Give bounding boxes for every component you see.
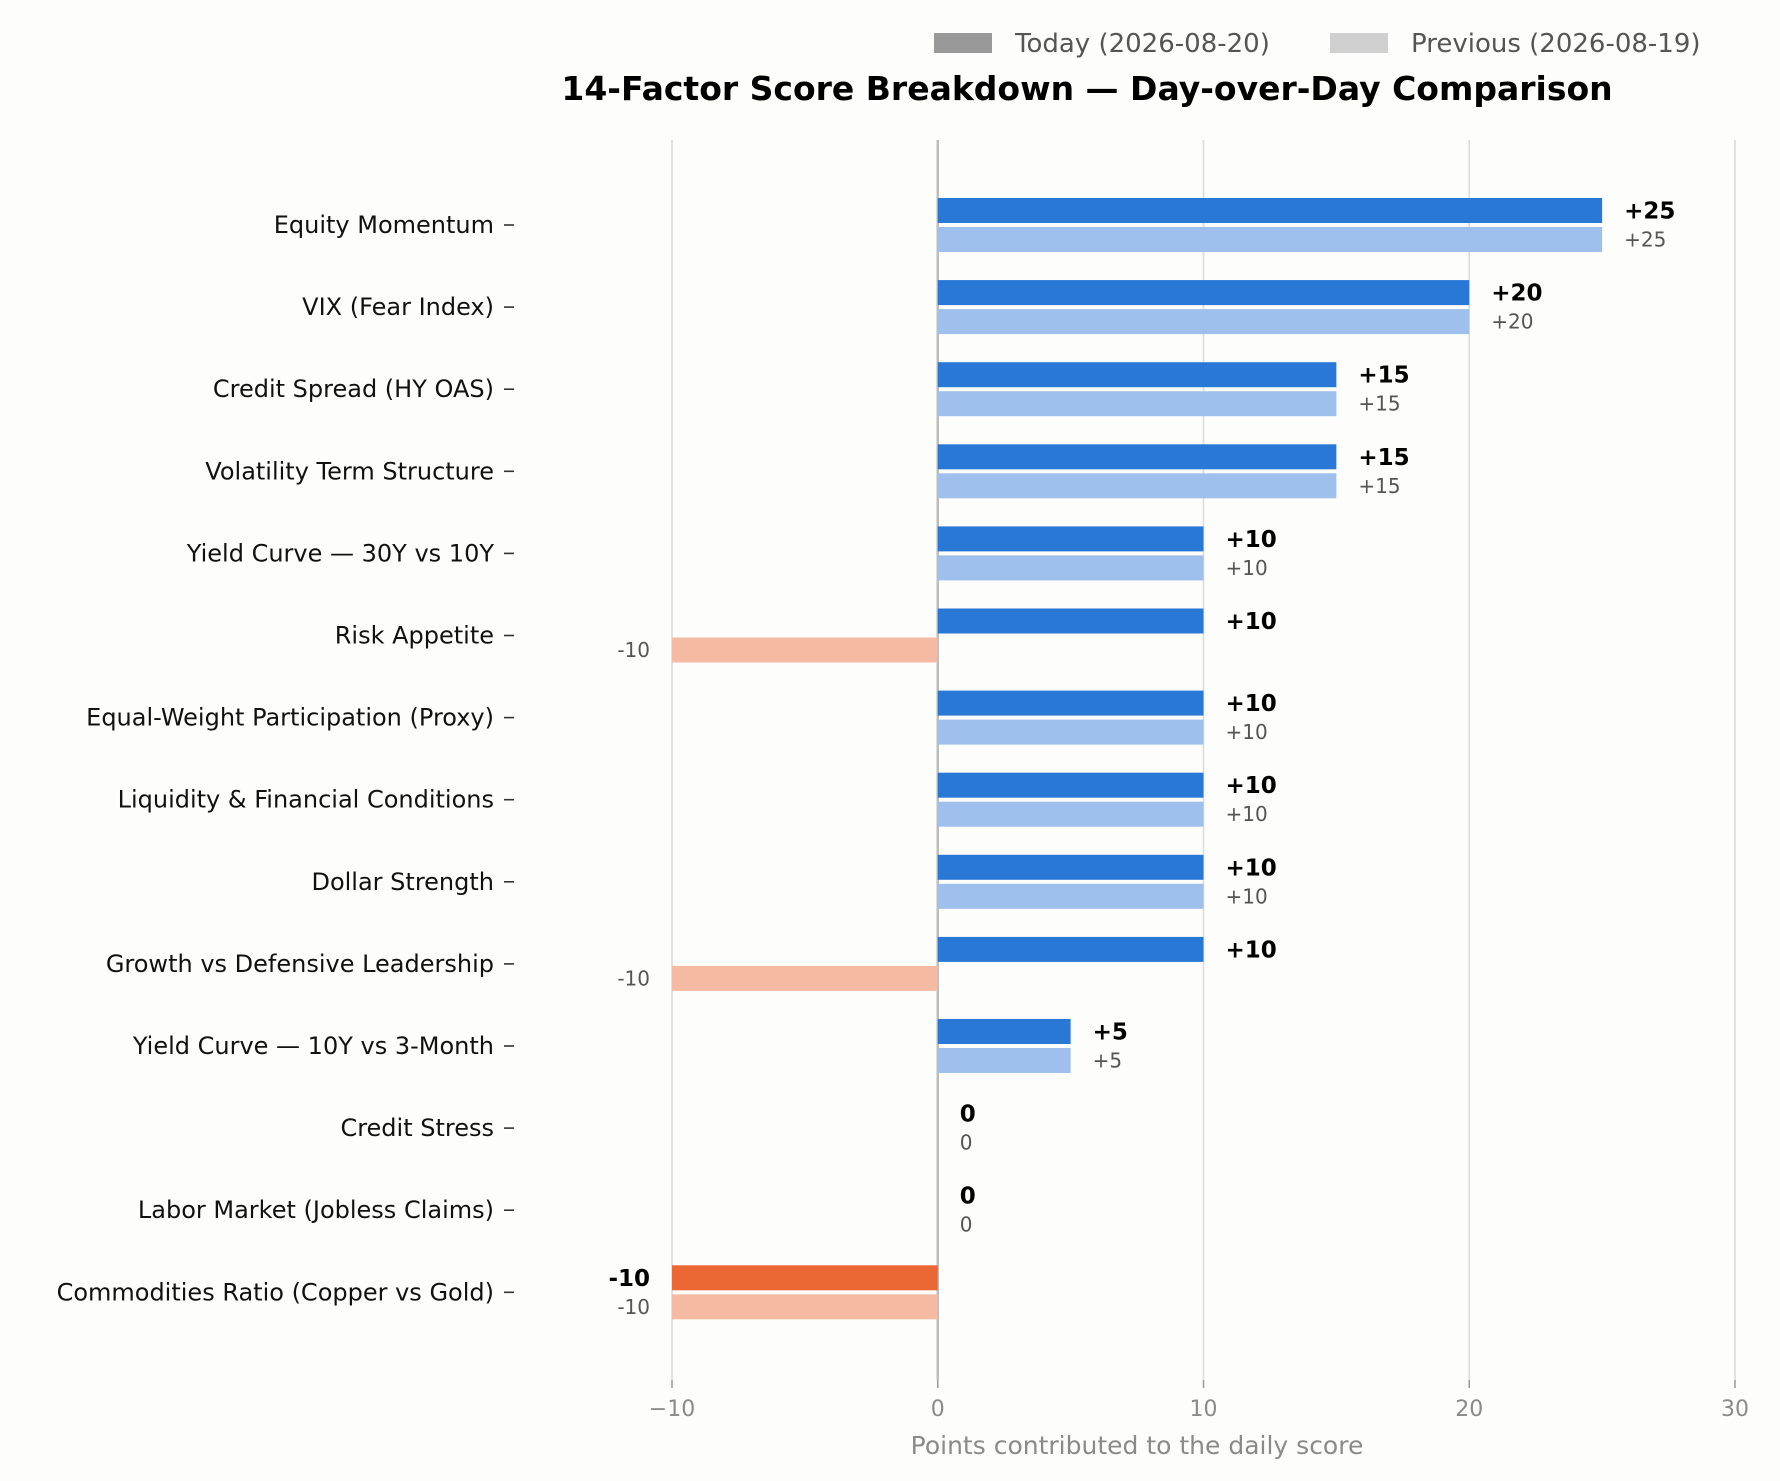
grid-lines [671, 140, 1736, 1380]
bar-previous-8 [937, 883, 1204, 909]
legend-label-today: Today (2026-08-20) [1014, 29, 1270, 59]
category-label-1: VIX (Fear Index) [302, 293, 494, 321]
bar-previous-9 [672, 965, 938, 991]
bar-today-7 [937, 772, 1204, 798]
value-label-previous-7: +10 [1226, 802, 1268, 826]
x-tick-label-2: 10 [1190, 1397, 1218, 1422]
bar-previous-5 [672, 637, 938, 663]
value-label-today-3: +15 [1358, 445, 1409, 471]
bar-today-4 [937, 526, 1204, 552]
category-label-0: Equity Momentum [274, 211, 494, 239]
x-tick-label-3: 20 [1455, 1397, 1483, 1422]
category-label-4: Yield Curve — 30Y vs 10Y [186, 539, 495, 567]
category-label-9: Growth vs Defensive Leadership [106, 950, 494, 978]
value-label-today-10: +5 [1093, 1020, 1128, 1046]
value-label-previous-10: +5 [1093, 1049, 1122, 1073]
category-label-12: Labor Market (Jobless Claims) [138, 1196, 494, 1224]
bar-previous-0 [937, 227, 1603, 252]
legend-label-previous: Previous (2026-08-19) [1411, 29, 1701, 59]
value-label-today-8: +10 [1226, 855, 1277, 881]
value-labels: +25 +25 +20 +20 +15 +15 +15 +15 +10 +10 +10 -10 +10 +… [608, 199, 1675, 1319]
x-tick-label-0: −10 [649, 1397, 695, 1422]
bar-today-8 [937, 854, 1204, 880]
category-label-10: Yield Curve — 10Y vs 3-Month [132, 1032, 494, 1060]
value-label-previous-13: -10 [617, 1295, 650, 1319]
bar-today-5 [937, 608, 1204, 634]
value-label-previous-11: 0 [960, 1131, 973, 1155]
value-label-previous-12: 0 [960, 1213, 973, 1237]
bar-today-9 [937, 936, 1204, 962]
bar-previous-3 [937, 473, 1337, 499]
value-label-today-4: +10 [1226, 527, 1277, 553]
value-label-previous-5: -10 [617, 638, 650, 662]
bar-today-1 [937, 280, 1470, 306]
x-tick-label-1: 0 [931, 1397, 945, 1422]
value-label-today-11: 0 [960, 1102, 976, 1128]
chart-title: 14-Factor Score Breakdown — Day-over-Day… [561, 69, 1612, 108]
category-label-6: Equal-Weight Participation (Proxy) [86, 704, 494, 732]
bar-previous-2 [937, 391, 1337, 417]
bar-previous-1 [937, 309, 1470, 335]
category-label-5: Risk Appetite [335, 622, 494, 650]
x-axis-label: Points contributed to the daily score [911, 1431, 1364, 1460]
bar-previous-4 [937, 555, 1204, 581]
value-label-today-6: +10 [1226, 691, 1277, 717]
value-label-previous-3: +15 [1358, 474, 1400, 498]
x-tick-label-4: 30 [1721, 1397, 1749, 1422]
category-label-7: Liquidity & Financial Conditions [118, 786, 494, 814]
category-label-13: Commodities Ratio (Copper vs Gold) [57, 1278, 494, 1306]
value-label-today-12: 0 [960, 1184, 976, 1210]
value-label-today-5: +10 [1226, 609, 1277, 635]
value-label-previous-4: +10 [1226, 556, 1268, 580]
value-label-previous-0: +25 [1624, 228, 1666, 252]
bar-today-6 [937, 690, 1204, 716]
value-label-previous-1: +20 [1491, 310, 1533, 334]
value-label-today-1: +20 [1491, 281, 1542, 307]
legend-swatch-previous [1330, 33, 1388, 53]
bar-previous-6 [937, 719, 1204, 745]
category-axis: Equity Momentum VIX (Fear Index) Credit Sp… [57, 211, 514, 1306]
bar-previous-13 [672, 1294, 938, 1320]
bar-today-10 [937, 1019, 1071, 1044]
bar-today-2 [937, 362, 1337, 388]
value-label-previous-8: +10 [1226, 884, 1268, 908]
value-label-previous-2: +15 [1358, 392, 1400, 416]
value-label-today-13: -10 [608, 1266, 650, 1292]
legend-swatch-today [934, 33, 992, 53]
bar-today-13 [672, 1265, 938, 1291]
bar-previous-7 [937, 801, 1204, 827]
bar-today-3 [937, 444, 1337, 470]
value-label-today-9: +10 [1226, 937, 1277, 963]
value-label-previous-9: -10 [617, 966, 650, 990]
bar-previous-10 [937, 1048, 1071, 1073]
value-label-today-7: +10 [1226, 773, 1277, 799]
legend: Today (2026-08-20) Previous (2026-08-19) [934, 29, 1701, 59]
bars [672, 198, 1603, 1320]
value-label-today-2: +15 [1358, 363, 1409, 389]
bar-today-0 [937, 198, 1603, 223]
value-label-today-0: +25 [1624, 199, 1675, 225]
category-label-11: Credit Stress [340, 1114, 494, 1142]
value-label-previous-6: +10 [1226, 720, 1268, 744]
category-label-3: Volatility Term Structure [205, 457, 494, 485]
x-axis-ticks: −10 0 10 20 30 [649, 1380, 1749, 1422]
category-label-8: Dollar Strength [311, 868, 494, 896]
category-label-2: Credit Spread (HY OAS) [213, 375, 494, 403]
